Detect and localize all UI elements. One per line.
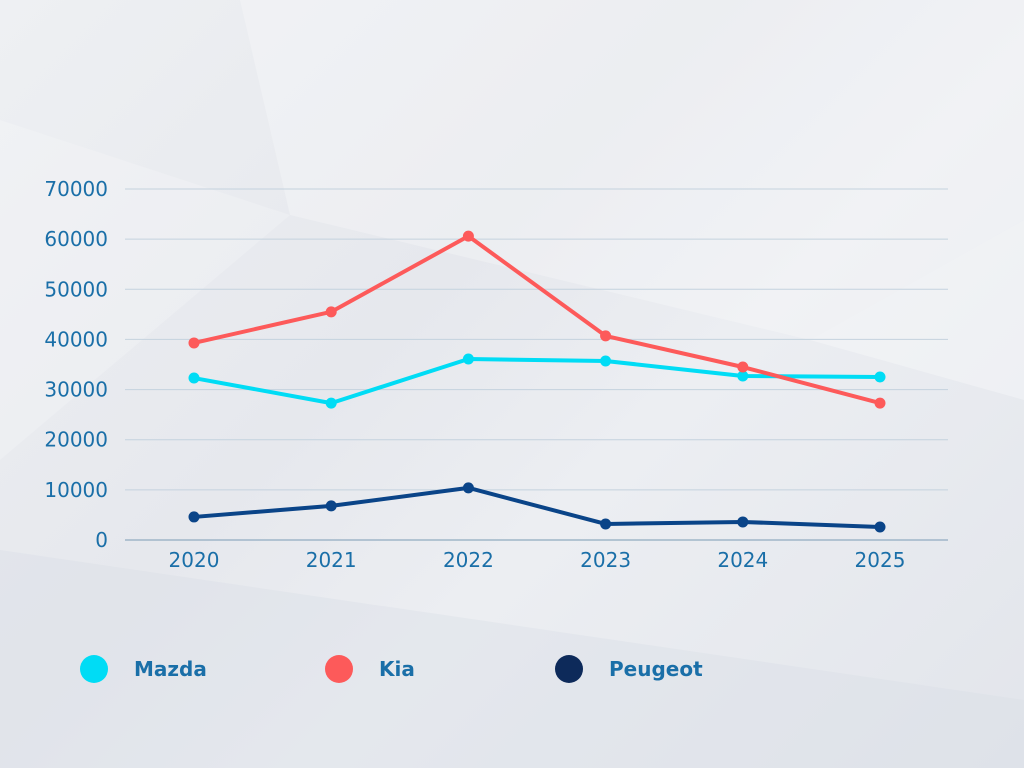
series-line-peugeot — [193, 485, 881, 529]
legend-item-peugeot: Peugeot — [555, 650, 703, 688]
legend-marker — [80, 655, 108, 683]
x-tick-label: 2020 — [169, 548, 220, 572]
legend-marker — [325, 655, 353, 683]
x-tick-label: 2022 — [443, 548, 494, 572]
legend-label: Peugeot — [609, 657, 703, 681]
series-line-kia — [193, 234, 881, 406]
data-point-kia — [600, 330, 612, 342]
y-tick-label: 30000 — [44, 378, 108, 402]
data-point-peugeot — [874, 521, 886, 533]
data-point-kia — [874, 397, 886, 409]
series-line-mazda — [193, 356, 881, 406]
x-tick-label: 2024 — [717, 548, 768, 572]
x-tick-label: 2025 — [855, 548, 906, 572]
y-tick-label: 70000 — [44, 177, 108, 201]
x-tick-label: 2023 — [580, 548, 631, 572]
data-point-mazda — [188, 372, 200, 384]
y-tick-label: 20000 — [44, 428, 108, 452]
data-point-peugeot — [600, 518, 612, 530]
legend-item-mazda: Mazda — [80, 650, 207, 688]
legend: Mazda Kia Peugeot — [80, 650, 780, 690]
y-tick-label: 10000 — [44, 478, 108, 502]
data-point-kia — [462, 230, 474, 242]
data-point-peugeot — [188, 511, 200, 523]
data-point-kia — [737, 361, 749, 373]
legend-label: Mazda — [134, 657, 207, 681]
data-point-mazda — [325, 397, 337, 409]
legend-label: Kia — [379, 657, 415, 681]
data-point-peugeot — [325, 500, 337, 512]
y-tick-label: 0 — [95, 528, 108, 552]
y-tick-label: 60000 — [44, 227, 108, 251]
legend-item-kia: Kia — [325, 650, 415, 688]
data-point-kia — [188, 337, 200, 349]
data-point-kia — [325, 306, 337, 318]
y-tick-label: 40000 — [44, 327, 108, 351]
data-point-mazda — [462, 353, 474, 365]
x-tick-label: 2021 — [306, 548, 357, 572]
data-point-mazda — [600, 355, 612, 367]
y-tick-label: 50000 — [44, 277, 108, 301]
data-point-mazda — [737, 370, 749, 382]
data-point-mazda — [874, 371, 886, 383]
legend-marker — [555, 655, 583, 683]
data-point-peugeot — [462, 482, 474, 494]
data-point-peugeot — [737, 516, 749, 528]
